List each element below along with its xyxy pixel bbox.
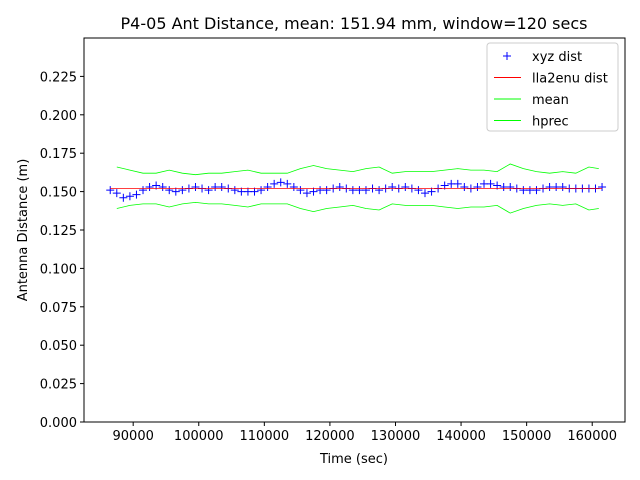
legend-label: mean — [532, 93, 569, 108]
y-tick-label: 0.050 — [40, 339, 77, 354]
x-axis-label: Time (sec) — [319, 452, 388, 467]
y-tick-label: 0.200 — [40, 109, 77, 124]
xyz-dist-point — [250, 187, 259, 196]
y-tick-label: 0.075 — [40, 301, 77, 316]
xyz-dist-point — [158, 182, 167, 191]
y-tick-label: 0.000 — [40, 416, 77, 431]
x-tick-label: 110000 — [240, 429, 290, 444]
y-axis: 0.000 0.025 0.050 0.075 0.100 0.125 0.150 0.175… — [40, 70, 84, 431]
legend-box — [486, 42, 619, 132]
xyz-dist-point — [171, 187, 180, 196]
x-tick-label: 160000 — [567, 429, 617, 444]
legend-label: xyz dist — [532, 50, 582, 65]
y-tick-label: 0.100 — [40, 262, 77, 277]
x-axis: 90000 100000 110000 120000 130000 140000 15000… — [113, 422, 617, 444]
xyz-dist-point — [598, 182, 607, 191]
legend-label: lla2enu dist — [532, 72, 608, 87]
xyz-dist-point — [558, 182, 567, 191]
x-tick-label: 90000 — [113, 429, 154, 444]
xyz-dist-point — [388, 182, 397, 191]
y-tick-label: 0.025 — [40, 378, 77, 393]
xyz-dist-point — [112, 189, 121, 198]
chart-title: P4-05 Ant Distance, mean: 151.94 mm, win… — [121, 14, 588, 33]
xyz-dist-point — [145, 182, 154, 191]
xyz-dist-point — [119, 193, 128, 202]
xyz-dist-point — [473, 182, 482, 191]
xyz-dist-point — [132, 190, 141, 199]
series-layer — [106, 163, 607, 214]
xyz-dist-point — [204, 186, 213, 195]
xyz-dist-point — [270, 179, 279, 188]
xyz-dist-point — [460, 182, 469, 191]
xyz-dist-point — [401, 182, 410, 191]
xyz-dist-point — [289, 182, 298, 191]
x-tick-label: 140000 — [436, 429, 486, 444]
series-hprec — [116, 201, 599, 214]
x-tick-label: 120000 — [305, 429, 355, 444]
xyz-dist-point — [263, 182, 272, 191]
xyz-dist-point — [532, 186, 541, 195]
y-axis-label: Antenna Distance (m) — [16, 159, 31, 302]
xyz-dist-point — [420, 189, 429, 198]
xyz-dist-point — [257, 186, 266, 195]
x-tick-label: 150000 — [502, 429, 552, 444]
legend-label: hprec — [532, 115, 569, 130]
xyz-dist-point — [309, 187, 318, 196]
legend-marker-xyz-dist — [503, 52, 511, 60]
xyz-dist-point — [506, 182, 515, 191]
series-mean — [116, 163, 599, 176]
x-tick-label: 130000 — [371, 429, 421, 444]
xyz-dist-point — [361, 186, 370, 195]
xyz-dist-point — [191, 182, 200, 191]
xyz-dist-point — [217, 182, 226, 191]
legend: xyz dist lla2enu dist mean hprec — [486, 42, 619, 132]
y-tick-label: 0.150 — [40, 186, 77, 201]
xyz-dist-point — [375, 186, 384, 195]
y-tick-label: 0.125 — [40, 224, 77, 239]
xyz-dist-point — [230, 186, 239, 195]
xyz-dist-point — [427, 187, 436, 196]
xyz-dist-point — [125, 192, 134, 201]
xyz-dist-point — [296, 186, 305, 195]
xyz-dist-point — [178, 186, 187, 195]
xyz-dist-point — [335, 182, 344, 191]
xyz-dist-point — [276, 178, 285, 187]
y-tick-label: 0.225 — [40, 70, 77, 85]
xyz-dist-point — [486, 179, 495, 188]
xyz-dist-point — [414, 186, 423, 195]
xyz-dist-point — [139, 186, 148, 195]
y-tick-label: 0.175 — [40, 147, 77, 162]
xyz-dist-point — [322, 186, 331, 195]
xyz-dist-point — [302, 189, 311, 198]
xyz-dist-point — [283, 179, 292, 188]
x-tick-label: 100000 — [174, 429, 224, 444]
xyz-dist-point — [106, 186, 115, 195]
xyz-dist-point — [165, 186, 174, 195]
xyz-dist-point — [453, 179, 462, 188]
